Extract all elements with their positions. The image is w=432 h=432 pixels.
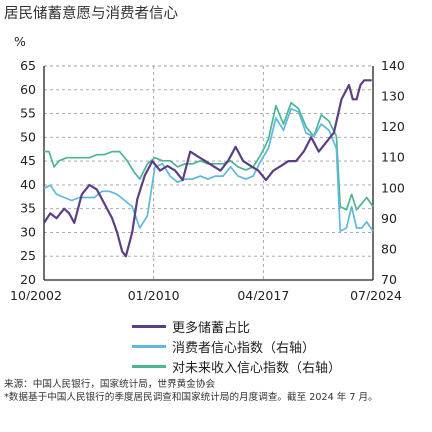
left-axis-unit: % xyxy=(14,34,26,49)
right-tick-label: 130 xyxy=(381,89,405,104)
legend-item-savings: 更多储蓄占比 xyxy=(132,316,341,336)
line-chart: 20 25 30 35 40 45 50 55 60 65 70 80 90 100 110 120 130 14… xyxy=(10,34,405,300)
legend-item-income-confidence: 对未来收入信心指数（右轴） xyxy=(132,356,341,376)
right-tick-label: 100 xyxy=(381,180,405,195)
left-tick-label: 40 xyxy=(20,177,36,192)
right-tick-label: 120 xyxy=(381,119,405,134)
left-tick-label: 20 xyxy=(20,272,36,287)
left-tick-label: 65 xyxy=(20,58,36,73)
chart-legend: 更多储蓄占比 消费者信心指数（右轴） 对未来收入信心指数（右轴） xyxy=(132,316,341,376)
right-tick-label: 110 xyxy=(381,150,405,165)
left-tick-label: 45 xyxy=(20,153,36,168)
legend-label-income-confidence: 对未来收入信心指数（右轴） xyxy=(172,360,342,376)
legend-label-consumer-confidence: 消费者信心指数（右轴） xyxy=(172,340,316,356)
left-tick-label: 35 xyxy=(20,201,36,216)
left-tick-label: 60 xyxy=(20,82,36,97)
x-tick-label: 10/2002 xyxy=(10,288,62,300)
left-tick-label: 25 xyxy=(20,248,36,263)
left-tick-label: 50 xyxy=(20,129,36,144)
right-tick-label: 70 xyxy=(381,272,397,287)
legend-swatch-income-confidence xyxy=(132,364,166,368)
x-tick-label: 01/2010 xyxy=(128,288,180,300)
series-consumer-confidence-line xyxy=(43,107,374,232)
data-note: *数据基于中国人民银行的季度居民调查和国家统计局的月度调查。截至 2024 年 … xyxy=(4,392,378,403)
legend-swatch-savings xyxy=(132,324,166,328)
chart-footer: 来源：中国人民银行，国家统计局，世界黄金协会 *数据基于中国人民银行的季度居民调… xyxy=(4,378,428,404)
legend-item-consumer-confidence: 消费者信心指数（右轴） xyxy=(132,336,341,356)
x-tick-label: 07/2024 xyxy=(350,288,402,300)
series-savings-line xyxy=(43,79,372,258)
legend-label-savings: 更多储蓄占比 xyxy=(172,320,251,336)
right-tick-label: 90 xyxy=(381,211,397,226)
legend-swatch-consumer-confidence xyxy=(132,344,166,348)
right-tick-label: 80 xyxy=(381,241,397,256)
left-tick-label: 55 xyxy=(20,106,36,121)
left-tick-label: 30 xyxy=(20,224,36,239)
right-tick-label: 140 xyxy=(381,58,405,73)
source-note: 来源：中国人民银行，国家统计局，世界黄金协会 xyxy=(4,379,216,390)
series-income-confidence-line xyxy=(44,101,374,211)
chart-title: 居民储蓄意愿与消费者信心 xyxy=(4,6,178,22)
x-tick-label: 04/2017 xyxy=(237,288,289,300)
